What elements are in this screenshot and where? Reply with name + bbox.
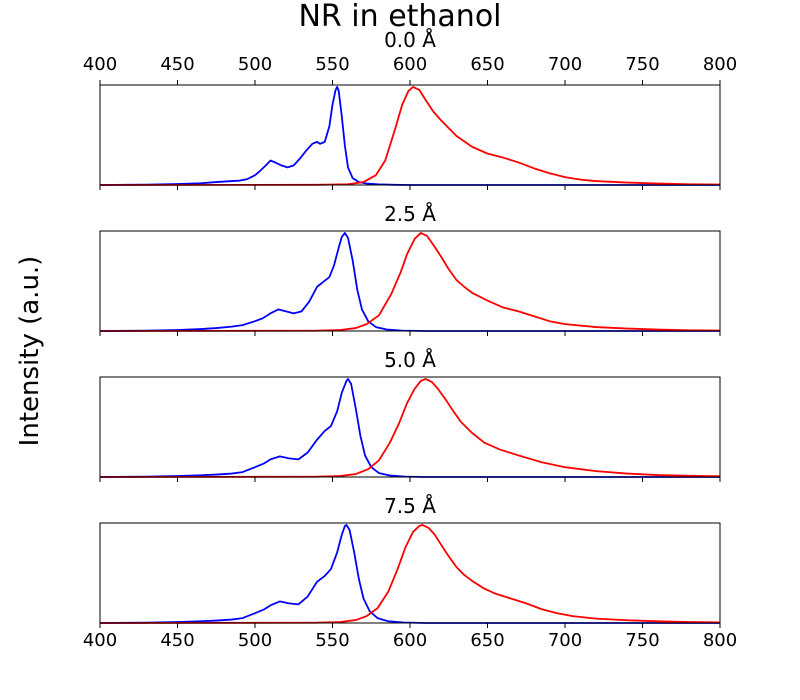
x-tick-label-top-0: 400 bbox=[83, 54, 117, 75]
series-line-2-1 bbox=[99, 378, 721, 478]
x-tick-label-bottom-8: 800 bbox=[703, 630, 737, 651]
series-line-0-1 bbox=[99, 86, 721, 186]
figure-title: NR in ethanol bbox=[298, 0, 501, 34]
x-tick-label-top-4: 600 bbox=[393, 54, 427, 75]
series-line-1-0 bbox=[99, 232, 720, 332]
subplot-1: 2.5 Å bbox=[99, 202, 721, 336]
subplot-2: 5.0 Å bbox=[99, 348, 721, 482]
series-line-1-1 bbox=[99, 232, 721, 332]
x-tick-label-top-8: 800 bbox=[703, 54, 737, 75]
plot-frame-1 bbox=[99, 230, 721, 332]
x-tick-label-bottom-5: 650 bbox=[470, 630, 504, 651]
series-line-2-0 bbox=[99, 378, 720, 478]
x-tick-label-bottom-4: 600 bbox=[393, 630, 427, 651]
x-tick-label-top-2: 500 bbox=[238, 54, 272, 75]
y-axis-label: Intensity (a.u.) bbox=[15, 256, 45, 447]
subplot-0: 0.0 Å 400 450 500 550 600 650 700 750 800 bbox=[83, 28, 737, 190]
subplot-title-2: 5.0 Å bbox=[384, 348, 436, 372]
subplot-title-1: 2.5 Å bbox=[384, 202, 436, 226]
series-line-3-0 bbox=[99, 524, 720, 624]
x-tick-label-top-7: 750 bbox=[625, 54, 659, 75]
subplots: 0.0 Å 400 450 500 550 600 650 700 750 800 2.5 Å 5.0… bbox=[83, 28, 737, 651]
plot-frame-2 bbox=[99, 376, 721, 478]
x-tick-label-bottom-1: 450 bbox=[160, 630, 194, 651]
x-tick-label-top-5: 650 bbox=[470, 54, 504, 75]
x-tick-label-bottom-3: 550 bbox=[315, 630, 349, 651]
x-tick-label-bottom-2: 500 bbox=[238, 630, 272, 651]
x-tick-label-bottom-6: 700 bbox=[548, 630, 582, 651]
x-tick-label-bottom-7: 750 bbox=[625, 630, 659, 651]
subplot-title-0: 0.0 Å bbox=[384, 28, 436, 52]
x-tick-label-top-1: 450 bbox=[160, 54, 194, 75]
subplot-3: 7.5 Å 400 450 500 550 600 650 700 750 800 bbox=[83, 494, 737, 651]
x-tick-label-bottom-0: 400 bbox=[83, 630, 117, 651]
x-tick-label-top-3: 550 bbox=[315, 54, 349, 75]
series-line-0-0 bbox=[99, 86, 720, 186]
plot-frame-0 bbox=[99, 84, 721, 186]
subplot-title-3: 7.5 Å bbox=[384, 494, 436, 518]
x-tick-label-top-6: 700 bbox=[548, 54, 582, 75]
series-line-3-1 bbox=[99, 524, 721, 624]
